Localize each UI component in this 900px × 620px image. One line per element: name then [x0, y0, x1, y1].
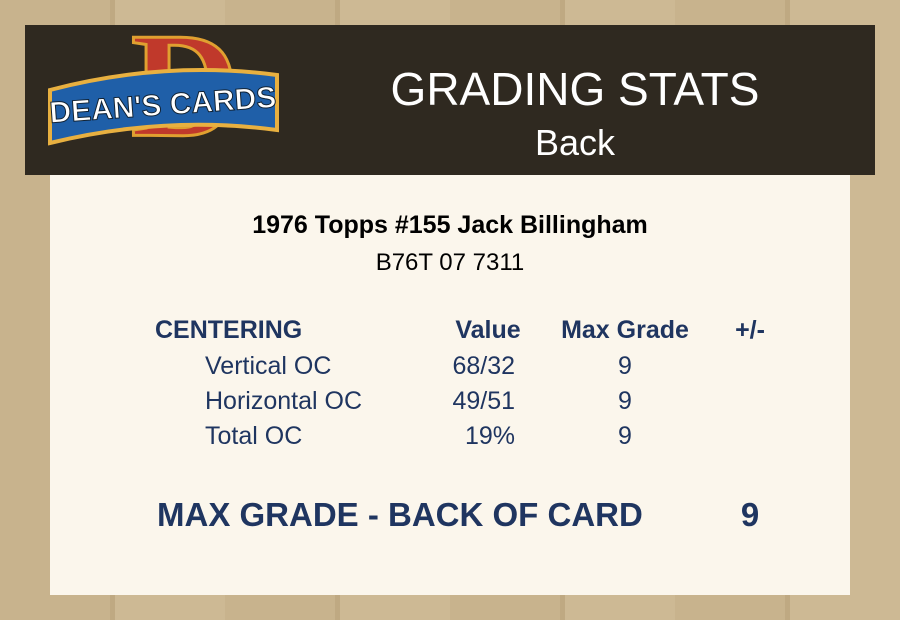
logo-banner: [48, 68, 279, 146]
page-subtitle: Back: [534, 122, 616, 163]
row-max-grade: 9: [618, 387, 632, 415]
column-header: CENTERING: [155, 316, 303, 344]
summary-value: 9: [740, 496, 760, 533]
row-value: 68/32: [452, 352, 515, 380]
row-max-grade: 9: [618, 352, 632, 380]
column-header: +/-: [735, 316, 765, 344]
page-title: GRADING STATS: [390, 63, 760, 115]
summary-label: MAX GRADE - BACK OF CARD: [157, 496, 643, 533]
column-header: Value: [455, 316, 521, 344]
card-title: 1976 Topps #155 Jack Billingham: [252, 211, 648, 239]
row-max-grade: 9: [618, 422, 632, 450]
cert-number: B76T 07 7311: [375, 249, 525, 276]
content-panel: [50, 175, 850, 595]
row-label: Total OC: [205, 422, 303, 450]
column-header: Max Grade: [561, 316, 689, 344]
row-value: 19%: [464, 422, 515, 450]
row-value: 49/51: [452, 387, 515, 415]
row-label: Vertical OC: [205, 352, 332, 380]
logo: D DEAN'S CARDS: [48, 35, 279, 165]
row-label: Horizontal OC: [205, 387, 362, 415]
